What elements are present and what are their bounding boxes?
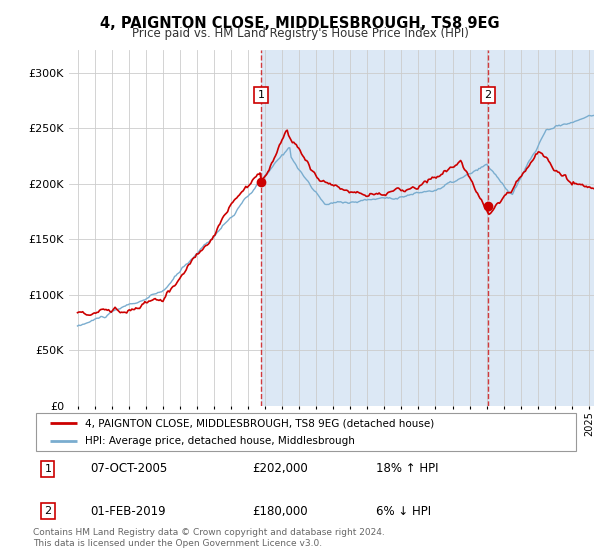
- Text: Contains HM Land Registry data © Crown copyright and database right 2024.
This d: Contains HM Land Registry data © Crown c…: [33, 528, 385, 548]
- Text: 4, PAIGNTON CLOSE, MIDDLESBROUGH, TS8 9EG: 4, PAIGNTON CLOSE, MIDDLESBROUGH, TS8 9E…: [100, 16, 500, 31]
- Text: 4, PAIGNTON CLOSE, MIDDLESBROUGH, TS8 9EG (detached house): 4, PAIGNTON CLOSE, MIDDLESBROUGH, TS8 9E…: [85, 418, 434, 428]
- Text: Price paid vs. HM Land Registry's House Price Index (HPI): Price paid vs. HM Land Registry's House …: [131, 27, 469, 40]
- Text: 2: 2: [44, 506, 52, 516]
- Text: HPI: Average price, detached house, Middlesbrough: HPI: Average price, detached house, Midd…: [85, 436, 355, 446]
- Text: 01-FEB-2019: 01-FEB-2019: [90, 505, 166, 518]
- Text: £202,000: £202,000: [252, 462, 308, 475]
- Text: 1: 1: [44, 464, 52, 474]
- Text: 18% ↑ HPI: 18% ↑ HPI: [376, 462, 439, 475]
- Text: £180,000: £180,000: [252, 505, 308, 518]
- Text: 6% ↓ HPI: 6% ↓ HPI: [376, 505, 431, 518]
- Text: 1: 1: [257, 90, 265, 100]
- FancyBboxPatch shape: [36, 413, 576, 451]
- Text: 2: 2: [484, 90, 491, 100]
- Bar: [261, 50, 594, 406]
- Text: 07-OCT-2005: 07-OCT-2005: [90, 462, 167, 475]
